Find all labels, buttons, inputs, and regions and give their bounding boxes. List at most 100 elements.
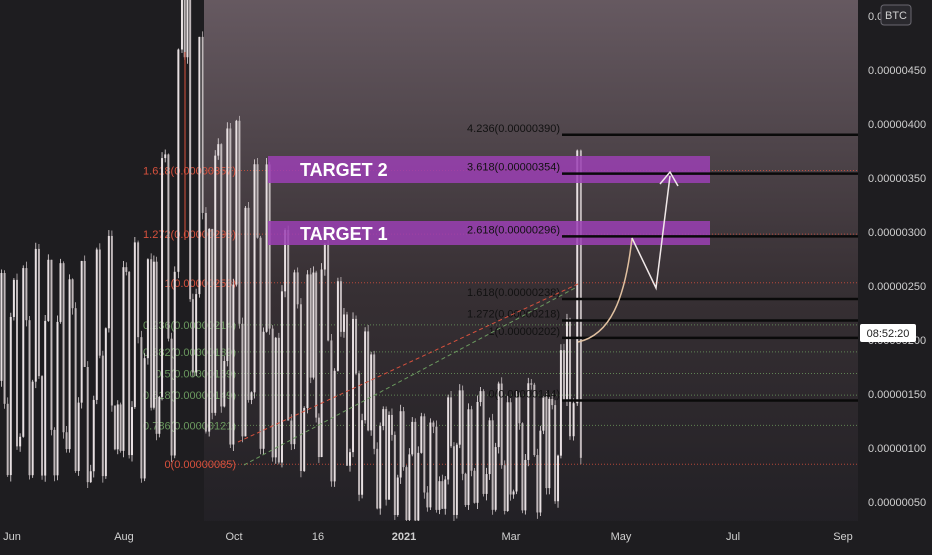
candle-body — [312, 272, 315, 378]
candle-body — [408, 454, 411, 521]
x-tick-label: Jul — [726, 531, 740, 543]
candle-body — [576, 150, 579, 404]
candle-body — [293, 272, 296, 445]
symbol-badge-label: BTC — [885, 10, 907, 22]
candle-body — [399, 411, 402, 478]
fib-right-label: 1.272(0.00000218) — [467, 309, 560, 321]
target1-box — [268, 221, 710, 245]
candle-body — [164, 154, 167, 159]
candle-body — [303, 408, 306, 472]
candle-body — [211, 228, 214, 413]
candle-body — [80, 260, 83, 403]
candle-body — [562, 350, 565, 400]
candle-body — [361, 420, 364, 495]
candle-body — [551, 398, 554, 406]
candle-body — [452, 446, 455, 515]
y-tick-label: 0.0 — [868, 11, 883, 23]
target2-label: TARGET 2 — [300, 160, 388, 180]
candle-body — [315, 272, 318, 418]
candle-body — [447, 397, 450, 480]
candle-body — [183, 0, 186, 58]
candle-body — [50, 259, 53, 430]
candle-body — [131, 407, 134, 456]
fib-right-label: 2.618(0.00000296) — [467, 224, 560, 236]
candle-body — [455, 444, 458, 515]
candle-body — [364, 331, 367, 421]
candle-body — [12, 279, 15, 317]
candle-body — [565, 318, 568, 400]
candle-body — [557, 455, 560, 502]
candle-body — [247, 207, 250, 400]
candle-body — [98, 249, 101, 356]
candle-body — [177, 49, 180, 272]
candle-body — [113, 405, 116, 450]
candle-body — [16, 279, 18, 447]
candle-body — [533, 384, 536, 456]
projection-path — [631, 175, 671, 291]
candle-body — [89, 471, 92, 483]
candle-body — [34, 248, 37, 382]
candle-body — [530, 383, 533, 385]
candle-body — [494, 447, 497, 510]
candle-body — [274, 337, 277, 458]
candle-body — [402, 411, 405, 468]
time-readout: 08:52:20 — [867, 328, 910, 340]
candle-body — [232, 284, 235, 445]
candle-body — [342, 314, 345, 332]
candle-body — [238, 120, 241, 324]
candle-body — [476, 401, 479, 503]
candle-body — [393, 434, 396, 516]
y-axis-panel — [858, 0, 932, 550]
candle-body — [349, 452, 352, 466]
candle-body — [509, 402, 512, 495]
candle-body — [473, 470, 476, 503]
candle-body — [170, 338, 173, 456]
candle-body — [77, 402, 80, 471]
x-tick-label: Oct — [225, 531, 242, 543]
candle-body — [28, 320, 31, 476]
candle-body — [512, 491, 515, 495]
candle-body — [244, 207, 247, 437]
candle-body — [150, 259, 153, 408]
candle-body — [423, 416, 426, 493]
candle-body — [320, 269, 323, 458]
candle-body — [379, 425, 382, 509]
candle-body — [9, 316, 12, 476]
candle-body — [367, 331, 370, 431]
symbol-badge[interactable] — [880, 4, 912, 26]
candle-body — [3, 273, 6, 404]
candle-body — [195, 294, 198, 373]
x-tick-label: May — [611, 531, 632, 543]
candle-body — [71, 279, 74, 309]
candle-body — [83, 260, 86, 367]
candle-body — [140, 337, 143, 479]
candle-body — [390, 414, 393, 435]
candle-body — [373, 354, 376, 449]
candle-body — [259, 237, 262, 449]
candle-body — [167, 154, 170, 339]
candle-body — [189, 0, 192, 300]
candle-body — [104, 328, 107, 477]
highlight-zone — [204, 0, 858, 521]
candle-body — [253, 164, 256, 393]
candle-body — [464, 473, 467, 506]
x-tick-label: Mar — [502, 531, 521, 543]
candle-body — [201, 36, 204, 213]
candle-body — [417, 452, 420, 521]
candle-body — [155, 261, 158, 434]
candle-body — [25, 268, 28, 321]
candles — [0, 0, 582, 527]
candle-body — [317, 417, 320, 458]
candle-body — [411, 421, 414, 455]
projection-arrowhead — [659, 170, 679, 187]
candle-body — [336, 281, 339, 371]
candle-body — [441, 481, 444, 509]
candle-body — [479, 391, 482, 402]
candle-body — [173, 271, 176, 456]
y-tick-label: 0.00000100 — [868, 443, 926, 455]
candle-body — [539, 430, 542, 513]
candle-body — [500, 383, 503, 466]
candle-body — [290, 420, 293, 445]
candle-body — [548, 398, 551, 489]
